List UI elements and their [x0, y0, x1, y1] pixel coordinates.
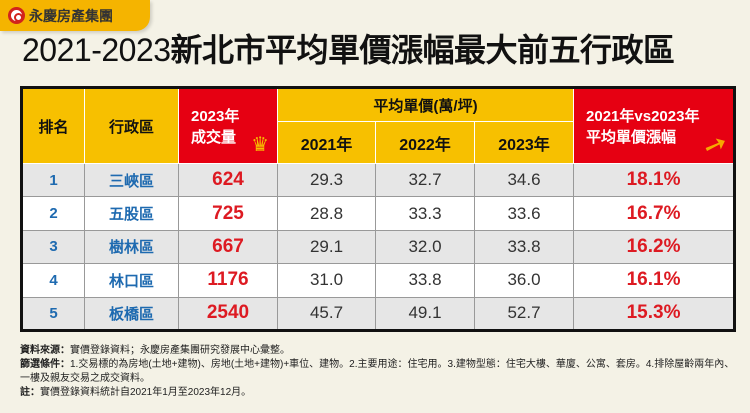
cell-rank: 3: [21, 229, 85, 265]
table-row: 1 三峽區 624 29.3 32.7 34.6 18.1%: [21, 162, 736, 198]
cell-growth: 16.7%: [573, 196, 736, 231]
cell-p2021: 29.1: [277, 229, 376, 265]
cell-rank: 4: [21, 263, 85, 298]
page-title: 2021-2023新北市平均單價漲幅最大前五行政區: [22, 25, 675, 71]
header-district: 行政區: [84, 87, 179, 164]
header-growth-line1: 2021年vs2023年: [586, 108, 700, 125]
ranking-table: 排名 行政區 2023年 成交量 ♛ 平均單價(萬/坪) 2021年vs2023…: [20, 86, 737, 332]
cell-p2023: 34.6: [473, 162, 575, 198]
cell-p2021: 28.8: [277, 196, 376, 231]
cell-district: 五股區: [84, 196, 179, 231]
cell-district: 林口區: [84, 263, 179, 298]
header-volume-line2: 成交量: [191, 129, 237, 146]
period-note: 註：實價登錄資料統計自2021年1月至2023年12月。: [20, 386, 735, 400]
table-row: 5 板橋區 2540 45.7 49.1 52.7 15.3%: [21, 296, 736, 331]
cell-rank: 1: [21, 162, 85, 198]
cell-p2023: 36.0: [473, 263, 575, 298]
header-2023: 2023年: [473, 121, 575, 164]
cell-volume: 725: [178, 196, 278, 231]
header-rank: 排名: [21, 87, 85, 164]
header-growth: 2021年vs2023年 平均單價漲幅 ➚: [573, 87, 736, 164]
source-note: 資料來源：實價登錄資料；永慶房產集團研究發展中心彙整。: [20, 344, 735, 358]
title-years: 2021-2023: [22, 32, 171, 68]
cell-p2023: 33.6: [473, 196, 575, 231]
cell-district: 板橋區: [84, 296, 179, 331]
note-label: 註：: [20, 387, 40, 398]
cell-p2023: 52.7: [473, 296, 575, 331]
cell-district: 樹林區: [84, 229, 179, 265]
filter-note: 篩選條件：1.交易標的為房地(土地+建物)、房地(土地+建物)+車位、建物。2.…: [20, 358, 735, 386]
header-volume-line1: 2023年: [191, 108, 240, 125]
cell-district: 三峽區: [84, 162, 179, 198]
footnotes: 資料來源：實價登錄資料；永慶房產集團研究發展中心彙整。 篩選條件：1.交易標的為…: [20, 344, 735, 400]
header-growth-line2: 平均單價漲幅: [586, 129, 677, 146]
cell-p2022: 32.7: [375, 162, 475, 198]
cell-p2022: 49.1: [375, 296, 475, 331]
cell-volume: 624: [178, 162, 278, 198]
cell-volume: 2540: [178, 296, 278, 331]
crown-icon: ♛: [251, 134, 269, 156]
source-text: 實價登錄資料；永慶房產集團研究發展中心彙整。: [70, 345, 290, 356]
source-label: 資料來源：: [20, 345, 70, 356]
cell-p2021: 45.7: [277, 296, 376, 331]
cell-rank: 2: [21, 196, 85, 231]
filter-label: 篩選條件：: [20, 359, 70, 370]
cell-rank: 5: [21, 296, 85, 331]
header-volume: 2023年 成交量 ♛: [178, 87, 278, 164]
header-price-group: 平均單價(萬/坪): [276, 87, 575, 122]
cell-p2023: 33.8: [473, 229, 575, 265]
header-2021: 2021年: [277, 121, 376, 164]
logo-icon: [8, 7, 25, 24]
header-2022: 2022年: [375, 121, 475, 164]
table-row: 2 五股區 725 28.8 33.3 33.6 16.7%: [21, 196, 736, 231]
title-main: 新北市平均單價漲幅最大前五行政區: [170, 32, 676, 68]
cell-growth: 16.1%: [573, 263, 736, 298]
note-text: 實價登錄資料統計自2021年1月至2023年12月。: [40, 387, 252, 398]
cell-growth: 15.3%: [573, 296, 736, 331]
brand-logo: 永慶房產集團: [0, 0, 150, 31]
cell-p2022: 33.3: [375, 196, 475, 231]
cell-volume: 667: [178, 229, 278, 265]
cell-growth: 18.1%: [573, 162, 736, 198]
cell-volume: 1176: [178, 263, 278, 298]
table-row: 4 林口區 1176 31.0 33.8 36.0 16.1%: [21, 263, 736, 298]
table-row: 3 樹林區 667 29.1 32.0 33.8 16.2%: [21, 229, 736, 265]
cell-growth: 16.2%: [573, 229, 736, 265]
cell-p2022: 33.8: [375, 263, 475, 298]
cell-p2021: 31.0: [277, 263, 376, 298]
cell-p2021: 29.3: [277, 162, 376, 198]
brand-name: 永慶房產集團: [29, 7, 113, 24]
cell-p2022: 32.0: [375, 229, 475, 265]
filter-text: 1.交易標的為房地(土地+建物)、房地(土地+建物)+車位、建物。2.主要用途：…: [20, 359, 735, 384]
